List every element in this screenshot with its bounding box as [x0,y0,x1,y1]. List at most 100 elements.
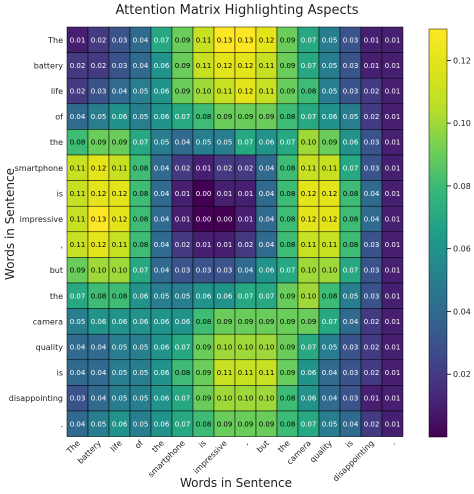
y-tick-label: disappointing [9,394,63,403]
cell-value-label: 0.06 [154,420,170,428]
cell-value-label: 0.09 [175,88,191,96]
cell-value-label: 0.09 [280,36,296,44]
cell-value-label: 0.12 [259,36,275,44]
cell-value-label: 0.11 [196,36,212,44]
cell-value-label: 0.10 [259,344,275,352]
cell-value-label: 0.06 [133,318,149,326]
y-tick-label: is [57,189,63,198]
cell-value-label: 0.11 [301,164,317,172]
cell-value-label: 0.01 [385,62,401,70]
cell-value-label: 0.01 [217,190,233,198]
x-tick-label: but [255,439,271,455]
colorbar-tick-label: 0.12 [453,56,471,65]
cell-value-label: 0.04 [154,164,170,172]
cell-value-label: 0.11 [259,62,275,70]
y-tick-label: quality [36,343,64,352]
cell-value-label: 0.05 [112,395,128,403]
cell-value-label: 0.07 [343,267,359,275]
x-tick-label: , [242,439,250,447]
cell-value-label: 0.06 [154,88,170,96]
cell-value-label: 0.07 [175,113,191,121]
x-tick-label: battery [76,438,103,465]
cell-value-label: 0.01 [385,139,401,147]
cell-value-label: 0.03 [343,369,359,377]
cell-value-label: 0.01 [70,36,86,44]
cell-value-label: 0.05 [133,344,149,352]
cell-value-label: 0.09 [175,36,191,44]
cell-value-label: 0.10 [196,88,212,96]
cell-value-label: 0.04 [154,241,170,249]
cell-value-label: 0.12 [322,190,338,198]
cell-value-label: 0.01 [385,88,401,96]
cell-value-label: 0.04 [259,216,275,224]
cell-value-label: 0.04 [322,395,338,403]
x-axis-label: Words in Sentence [180,476,292,490]
x-tick-label: . [389,439,397,447]
cell-value-label: 0.01 [385,369,401,377]
cell-value-label: 0.09 [196,369,212,377]
cell-value-label: 0.08 [175,369,191,377]
cell-value-label: 0.09 [196,344,212,352]
cell-value-label: 0.09 [280,88,296,96]
y-tick-label: . [60,420,63,429]
cell-value-label: 0.07 [301,36,317,44]
cell-value-label: 0.02 [364,88,380,96]
cell-value-label: 0.08 [70,139,86,147]
cell-value-label: 0.03 [364,267,380,275]
cell-value-label: 0.04 [133,36,149,44]
cell-value-label: 0.02 [91,36,107,44]
cell-value-label: 0.06 [301,395,317,403]
cell-value-label: 0.01 [385,164,401,172]
cell-value-label: 0.11 [112,241,128,249]
cell-value-label: 0.12 [217,62,233,70]
heatmap-cells: 0.01 0.02 0.03 0.04 0.07 0.09 0.11 0.13 0.13 0.12… [66,26,404,437]
y-tick-label: impressive [20,215,63,224]
heatmap-cell [381,410,404,437]
cell-value-label: 0.02 [70,62,86,70]
cell-value-label: 0.10 [238,395,254,403]
cell-value-label: 0.11 [70,164,86,172]
cell-value-label: 0.05 [133,420,149,428]
cell-value-label: 0.06 [175,318,191,326]
y-tick-label: smartphone [15,164,63,173]
cell-value-label: 0.07 [238,292,254,300]
cell-value-label: 0.07 [238,139,254,147]
cell-value-label: 0.04 [70,344,86,352]
cell-value-label: 0.04 [91,395,107,403]
cell-value-label: 0.04 [133,62,149,70]
cell-value-label: 0.04 [154,216,170,224]
cell-value-label: 0.05 [322,62,338,70]
y-tick-label: The [47,36,63,45]
cell-value-label: 0.07 [280,139,296,147]
cell-value-label: 0.08 [91,292,107,300]
cell-value-label: 0.03 [364,292,380,300]
cell-value-label: 0.08 [133,164,149,172]
cell-value-label: 0.07 [133,139,149,147]
cell-value-label: 0.03 [343,344,359,352]
cell-value-label: 0.06 [301,369,317,377]
cell-value-label: 0.11 [196,62,212,70]
y-tick-label: of [55,113,63,122]
cell-value-label: 0.09 [238,113,254,121]
colorbar [428,28,448,438]
cell-value-label: 0.01 [385,318,401,326]
cell-value-label: 0.03 [364,164,380,172]
cell-value-label: 0.03 [112,36,128,44]
cell-value-label: 0.04 [91,369,107,377]
chart-title: Attention Matrix Highlighting Aspects [115,3,358,18]
cell-value-label: 0.00 [217,216,233,224]
cell-value-label: 0.10 [301,292,317,300]
cell-value-label: 0.08 [280,241,296,249]
cell-value-label: 0.11 [217,88,233,96]
cell-value-label: 0.06 [259,139,275,147]
y-tick-label: life [51,87,63,96]
cell-value-label: 0.09 [280,344,296,352]
cell-value-label: 0.03 [217,267,233,275]
cell-value-label: 0.02 [217,164,233,172]
cell-value-label: 0.08 [196,420,212,428]
cell-value-label: 0.10 [217,395,233,403]
cell-value-label: 0.01 [385,395,401,403]
colorbar-tick-label: 0.08 [453,182,471,191]
cell-value-label: 0.06 [154,62,170,70]
cell-value-label: 0.05 [133,113,149,121]
